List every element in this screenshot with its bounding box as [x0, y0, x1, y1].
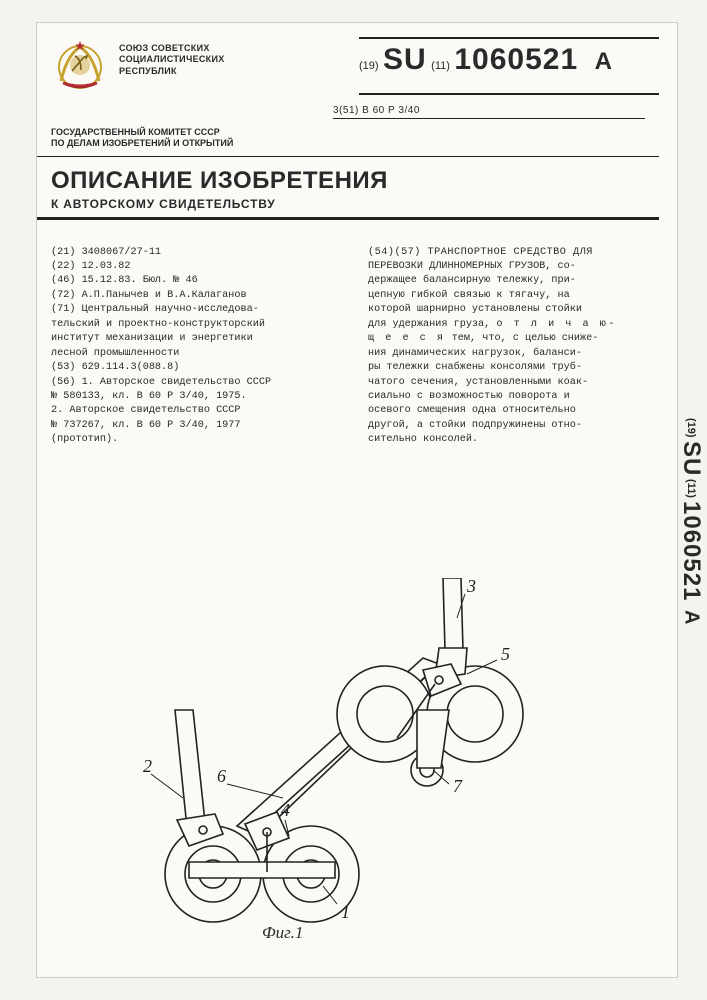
abs-l2: ПЕРЕВОЗКИ ДЛИННОМЕРНЫХ ГРУЗОВ, со-	[368, 260, 663, 273]
abs-l7: щ е е с я тем, что, с целью сниже-	[368, 332, 663, 345]
ref-5: 5	[501, 644, 510, 664]
abs-l6: для удержания груза, о т л и ч а ю-	[368, 318, 663, 331]
field-71c: институт механизации и энергетики	[51, 332, 346, 345]
field-71a: (71) Центральный научно-исследова-	[51, 303, 346, 316]
patent-page: СОЮЗ СОВЕТСКИХ СОЦИАЛИСТИЧЕСКИХ РЕСПУБЛИ…	[36, 22, 678, 978]
docnum-su: SU	[383, 43, 427, 76]
abs-l10: чатого сечения, установленными коак-	[368, 376, 663, 389]
abs-l4: цепную гибкой связью к тягачу, на	[368, 289, 663, 302]
right-column: (54)(57) ТРАНСПОРТНОЕ СРЕДСТВО ДЛЯ ПЕРЕВ…	[368, 246, 663, 448]
union-l3: РЕСПУБЛИК	[119, 66, 229, 77]
committee-l2: ПО ДЕЛАМ ИЗОБРЕТЕНИЙ И ОТКРЫТИЙ	[51, 138, 659, 149]
doc-number-block: (19) SU (11) 1060521 A	[359, 37, 659, 95]
subtitle: К АВТОРСКОМУ СВИДЕТЕЛЬСТВУ	[51, 195, 641, 211]
classification: 3(51) В 60 Р 3/40	[333, 101, 645, 119]
field-22: (22) 12.03.82	[51, 260, 346, 273]
abs-l8: ния динамических нагрузок, баланси-	[368, 347, 663, 360]
field-46: (46) 15.12.83. Бюл. № 46	[51, 274, 346, 287]
field-72: (72) А.П.Панычев и В.А.Калаганов	[51, 289, 346, 302]
union-l1: СОЮЗ СОВЕТСКИХ	[119, 43, 229, 54]
side-19: (19)	[685, 418, 697, 438]
docnum-number: 1060521	[454, 43, 578, 76]
abs-l13: другой, а стойки подпружинены отно-	[368, 419, 663, 432]
abs-l1: (54)(57) ТРАНСПОРТНОЕ СРЕДСТВО ДЛЯ	[368, 246, 663, 259]
ref-6: 6	[217, 766, 226, 786]
body: (21) 3408067/27-11 (22) 12.03.82 (46) 15…	[37, 220, 677, 452]
field-56d: № 737267, кл. В 60 Р 3/40, 1977	[51, 419, 346, 432]
ref-7: 7	[453, 776, 463, 796]
field-71d: лесной промышленности	[51, 347, 346, 360]
ref-2: 2	[143, 756, 152, 776]
side-number: 1060521	[677, 501, 705, 601]
committee: ГОСУДАРСТВЕННЫЙ КОМИТЕТ СССР ПО ДЕЛАМ ИЗ…	[37, 119, 659, 157]
field-56c: 2. Авторское свидетельство СССР	[51, 404, 346, 417]
abs-l14: сительно консолей.	[368, 433, 663, 446]
header: СОЮЗ СОВЕТСКИХ СОЦИАЛИСТИЧЕСКИХ РЕСПУБЛИ…	[37, 23, 677, 99]
union-l2: СОЦИАЛИСТИЧЕСКИХ	[119, 54, 229, 65]
field-56a: (56) 1. Авторское свидетельство СССР	[51, 376, 346, 389]
figure-1: 1 2 3 4 5 6 7	[117, 578, 577, 948]
field-53: (53) 629.114.3(088.8)	[51, 361, 346, 374]
main-title: ОПИСАНИЕ ИЗОБРЕТЕНИЯ	[51, 167, 641, 195]
abs-l5: которой шарнирно установлены стойки	[368, 303, 663, 316]
field-56e: (прототип).	[51, 433, 346, 446]
side-su: SU	[677, 441, 705, 476]
docnum-19: (19)	[359, 60, 379, 72]
abs-l12: осевого смещения одна относительно	[368, 404, 663, 417]
committee-l1: ГОСУДАРСТВЕННЫЙ КОМИТЕТ СССР	[51, 127, 659, 138]
ref-1: 1	[341, 902, 350, 922]
docnum-11: (11)	[431, 60, 450, 72]
side-suffix: A	[680, 610, 703, 624]
abs-l11: сиально с возможностью поворота и	[368, 390, 663, 403]
abs-l3: держащее балансирную тележку, при-	[368, 274, 663, 287]
ref-4: 4	[281, 800, 290, 820]
docnum-suffix: A	[595, 48, 612, 75]
union-label: СОЮЗ СОВЕТСКИХ СОЦИАЛИСТИЧЕСКИХ РЕСПУБЛИ…	[119, 37, 229, 95]
figure-label: Фиг.1	[262, 923, 303, 943]
left-column: (21) 3408067/27-11 (22) 12.03.82 (46) 15…	[51, 246, 346, 448]
abs-l9: ры тележки снабжены консолями труб-	[368, 361, 663, 374]
field-56b: № 580133, кл. В 60 Р 3/40, 1975.	[51, 390, 346, 403]
side-docnum: (19) SU (11) 1060521 A	[677, 418, 707, 748]
ref-3: 3	[466, 578, 476, 596]
title-block: ОПИСАНИЕ ИЗОБРЕТЕНИЯ К АВТОРСКОМУ СВИДЕТ…	[37, 157, 659, 220]
ussr-emblem-icon	[51, 37, 109, 95]
field-21: (21) 3408067/27-11	[51, 246, 346, 259]
side-11: (11)	[685, 479, 697, 498]
field-71b: тельский и проектно-конструкторский	[51, 318, 346, 331]
